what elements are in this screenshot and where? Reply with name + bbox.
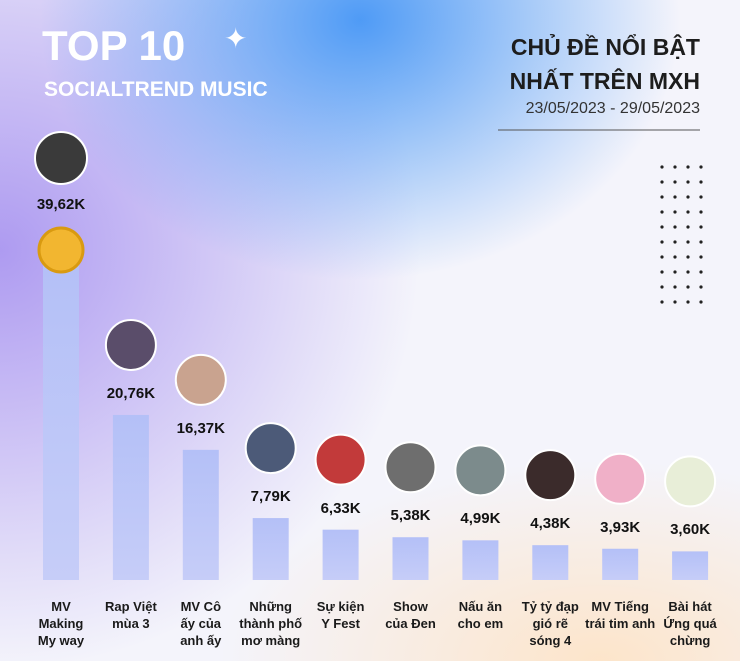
bar bbox=[112, 414, 149, 580]
bar bbox=[602, 548, 639, 580]
dot bbox=[686, 300, 690, 304]
value-label: 4,99K bbox=[460, 510, 501, 528]
sparkle: ✦ bbox=[224, 23, 247, 54]
bar bbox=[182, 449, 219, 580]
dot bbox=[673, 165, 677, 169]
dot bbox=[699, 225, 703, 229]
dot bbox=[686, 285, 690, 289]
dot bbox=[686, 240, 690, 244]
value-label: 5,38K bbox=[390, 507, 431, 525]
x-tick-label: Nấu ăn cho em bbox=[457, 599, 504, 631]
value-label: 3,93K bbox=[600, 518, 641, 536]
avatar bbox=[34, 131, 88, 185]
dot bbox=[699, 210, 703, 214]
bar bbox=[43, 265, 79, 580]
dot bbox=[660, 195, 664, 199]
avatar bbox=[454, 444, 507, 497]
dot bbox=[673, 210, 677, 214]
dot bbox=[660, 165, 664, 169]
bar bbox=[672, 551, 709, 580]
avatar bbox=[524, 449, 577, 502]
dot bbox=[699, 270, 703, 274]
avatar bbox=[314, 433, 367, 486]
dot bbox=[686, 180, 690, 184]
dot bbox=[660, 180, 664, 184]
dot bbox=[660, 270, 664, 274]
dot bbox=[673, 180, 677, 184]
dot bbox=[673, 270, 677, 274]
dot bbox=[673, 300, 677, 304]
bar bbox=[252, 518, 289, 580]
bar bbox=[532, 545, 569, 580]
x-tick-label: MV Making My way bbox=[37, 599, 85, 648]
dot bbox=[673, 285, 677, 289]
bar bbox=[392, 537, 429, 580]
bar bbox=[322, 529, 359, 580]
dot bbox=[660, 255, 664, 259]
dot bbox=[660, 210, 664, 214]
avatar bbox=[174, 353, 227, 406]
value-label: 16,37K bbox=[176, 419, 225, 437]
dot bbox=[686, 165, 690, 169]
dot bbox=[699, 285, 703, 289]
value-label: 3,60K bbox=[670, 521, 711, 539]
heading: CHỦ ĐỀ NỔI BẬT NHẤT TRÊN MXH bbox=[509, 34, 700, 94]
x-tick-label: Những thành phố mơ màng bbox=[239, 599, 303, 648]
dot bbox=[673, 225, 677, 229]
avatar bbox=[244, 422, 297, 475]
dot bbox=[686, 270, 690, 274]
value-label: 6,33K bbox=[320, 499, 361, 517]
dot bbox=[673, 195, 677, 199]
dot bbox=[686, 255, 690, 259]
dot bbox=[686, 225, 690, 229]
avatar bbox=[594, 452, 647, 505]
avatar bbox=[664, 455, 717, 508]
dot bbox=[699, 255, 703, 259]
date-range: 23/05/2023 - 29/05/2023 bbox=[525, 100, 700, 117]
value-label: 20,76K bbox=[106, 384, 156, 402]
avatar bbox=[384, 441, 437, 494]
chart-title: TOP 10 bbox=[42, 22, 186, 69]
x-tick-label: MV Cô ấy của anh ấy bbox=[180, 599, 222, 648]
medal bbox=[37, 226, 85, 274]
bar bbox=[462, 540, 499, 580]
value-label: 7,79K bbox=[250, 488, 291, 506]
dot bbox=[660, 225, 664, 229]
dot bbox=[699, 195, 703, 199]
dot bbox=[660, 285, 664, 289]
x-tick-label: Tỷ tỷ đạp gió rẽ sóng 4 bbox=[521, 599, 579, 648]
x-tick-label: Sự kiện Y Fest bbox=[316, 599, 365, 631]
avatar bbox=[104, 318, 157, 371]
dot bbox=[699, 300, 703, 304]
dot bbox=[699, 240, 703, 244]
dot bbox=[660, 240, 664, 244]
value-label: 39,62K bbox=[36, 196, 86, 213]
x-tick-label: Show của Đen bbox=[385, 599, 436, 631]
dot bbox=[673, 240, 677, 244]
x-tick-label: Rap Việt mùa 3 bbox=[105, 599, 157, 631]
value-label: 4,38K bbox=[530, 515, 571, 533]
chart-subtitle: SOCIALTREND MUSIC bbox=[44, 78, 268, 101]
dot bbox=[699, 165, 703, 169]
x-tick-label: Bài hát Ứng quá chừng bbox=[663, 599, 717, 648]
dot bbox=[686, 195, 690, 199]
dot bbox=[686, 210, 690, 214]
x-tick-label: MV Tiếng trái tim anh bbox=[585, 599, 656, 631]
dot bbox=[673, 255, 677, 259]
dot bbox=[699, 180, 703, 184]
dot bbox=[660, 300, 664, 304]
